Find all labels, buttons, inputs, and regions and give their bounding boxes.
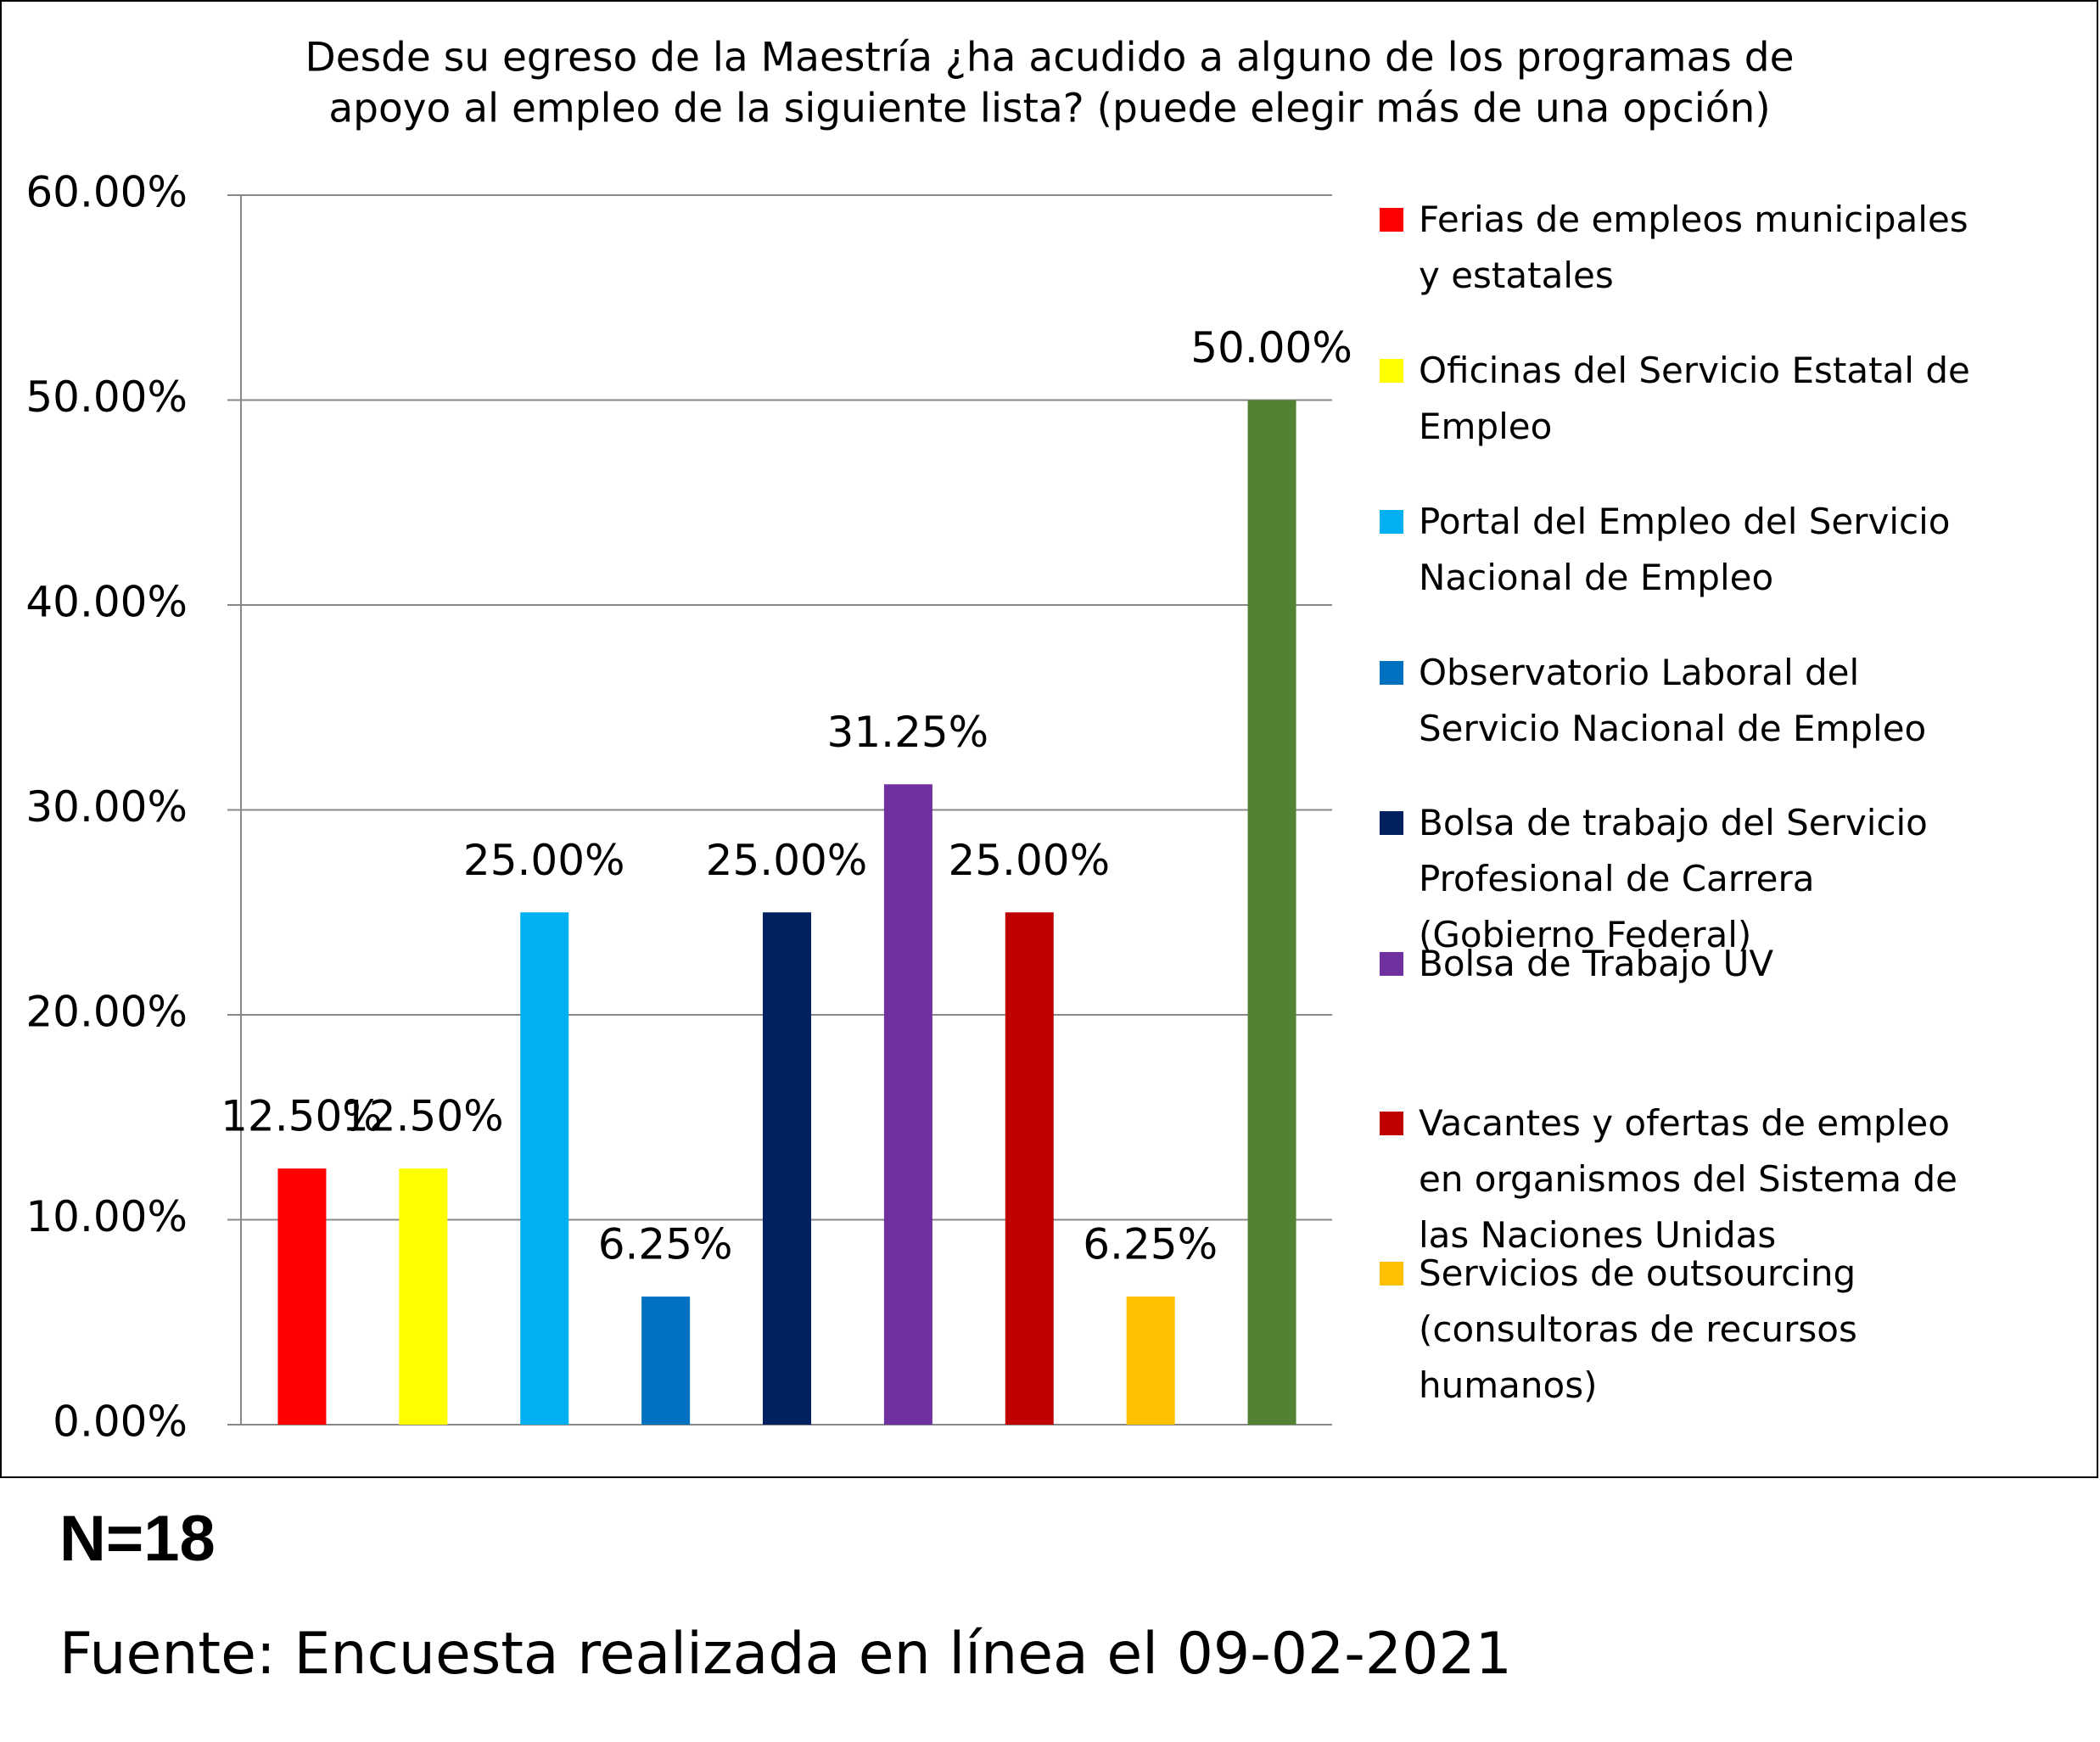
legend-label: Bolsa de trabajo del Servicio Profesiona… [1419, 802, 1928, 955]
bar [520, 912, 569, 1425]
legend-label: Vacantes y ofertas de empleo en organism… [1419, 1102, 1957, 1256]
data-label: 12.50% [221, 1092, 383, 1141]
legend-swatch [1380, 208, 1403, 232]
legend-swatch [1380, 1262, 1403, 1285]
legend-label: Bolsa de Trabajo UV [1419, 943, 1774, 984]
legend-label: Observatorio Laboral del Servicio Nacion… [1419, 652, 1927, 749]
y-tick-label: 0.00% [53, 1398, 188, 1447]
legend-item: Ferias de empleos municipales y estatale… [1380, 192, 1991, 304]
legend-label: Ferias de empleos municipales y estatale… [1419, 199, 1968, 296]
legend-item: Oficinas del Servicio Estatal de Empleo [1380, 343, 1991, 455]
data-label: 25.00% [948, 836, 1110, 885]
data-label: 31.25% [827, 708, 989, 757]
data-label: 25.00% [706, 836, 868, 885]
sample-size: N=18 [59, 1503, 216, 1575]
y-tick-label: 60.00% [25, 168, 188, 217]
bar [763, 912, 811, 1425]
bar [883, 784, 932, 1425]
bar [277, 1168, 327, 1425]
legend-item: Observatorio Laboral del Servicio Nacion… [1380, 645, 1991, 757]
data-label: 50.00% [1190, 323, 1352, 372]
legend-item: Portal del Empleo del Servicio Nacional … [1380, 494, 1991, 606]
y-tick-label: 30.00% [25, 782, 188, 832]
y-tick-label: 10.00% [25, 1192, 188, 1241]
legend-swatch [1380, 359, 1403, 383]
data-label: 6.25% [598, 1220, 733, 1269]
chart-title: apoyo al empleo de la siguiente lista? (… [328, 86, 1770, 132]
legend-label: Servicios de outsourcing (consultoras de… [1419, 1252, 1857, 1406]
source-note: Fuente: Encuesta realizada en línea el 0… [59, 1621, 1512, 1688]
legend-swatch [1380, 811, 1403, 835]
data-label: 12.50% [342, 1092, 504, 1141]
legend-item: Bolsa de trabajo del Servicio Profesiona… [1380, 795, 1991, 963]
legend-label: Oficinas del Servicio Estatal de Empleo [1419, 350, 1970, 447]
bar [1247, 400, 1296, 1425]
data-label: 25.00% [463, 836, 625, 885]
bar [641, 1297, 691, 1425]
legend-item: Bolsa de Trabajo UV [1380, 936, 1991, 992]
chart-title: Desde su egreso de la Maestría ¿ha acudi… [305, 35, 1795, 81]
bar [399, 1168, 448, 1425]
legend-item: Servicios de outsourcing (consultoras de… [1380, 1246, 1991, 1414]
y-tick-label: 20.00% [25, 988, 188, 1037]
data-label: 6.25% [1083, 1220, 1218, 1269]
legend-label: Portal del Empleo del Servicio Nacional … [1419, 501, 1951, 598]
legend-swatch [1380, 510, 1403, 534]
y-tick-label: 50.00% [25, 372, 188, 422]
y-tick-label: 40.00% [25, 578, 188, 627]
legend-item: Vacantes y ofertas de empleo en organism… [1380, 1095, 1991, 1263]
bar [1126, 1297, 1175, 1425]
bar [1005, 912, 1054, 1425]
legend-swatch [1380, 1112, 1403, 1135]
legend-swatch [1380, 661, 1403, 685]
legend-swatch [1380, 952, 1403, 976]
